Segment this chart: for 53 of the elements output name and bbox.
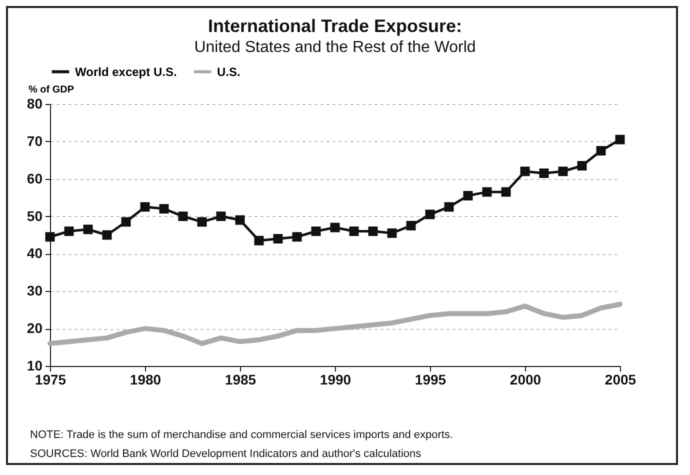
- point: [159, 204, 169, 214]
- point: [596, 146, 606, 156]
- point: [482, 187, 492, 197]
- point: [216, 212, 226, 222]
- point: [558, 166, 568, 176]
- y-tick-label: 70: [26, 132, 43, 149]
- legend-label: U.S.: [217, 64, 240, 79]
- point: [444, 202, 454, 212]
- y-tick-label: 40: [26, 245, 43, 262]
- y-tick-label: 50: [26, 208, 43, 224]
- x-tick-label: 2005: [604, 372, 636, 388]
- point: [425, 210, 435, 220]
- point: [387, 228, 397, 238]
- point: [197, 217, 207, 227]
- text: NOTE: Trade is the sum of merchandise and commercial services imports and exports.: [30, 428, 454, 443]
- point: [235, 215, 245, 225]
- point: [45, 232, 55, 242]
- point: [254, 236, 264, 246]
- point: [406, 220, 416, 230]
- point: [102, 230, 112, 240]
- point: [501, 187, 511, 197]
- y-tick-label: 80: [26, 96, 43, 112]
- x-tick-label: 1990: [320, 372, 352, 388]
- point: [368, 226, 378, 236]
- point: [615, 134, 625, 144]
- point: [64, 226, 74, 236]
- y-tick-label: 10: [26, 358, 43, 374]
- point: [121, 217, 131, 227]
- x-tick-label: 1995: [414, 372, 446, 388]
- point: [292, 232, 302, 242]
- y-tick-label: 60: [26, 170, 43, 186]
- point: [463, 190, 473, 200]
- point: [311, 226, 321, 236]
- point: [140, 202, 150, 212]
- point: [539, 168, 549, 178]
- point: [178, 212, 188, 222]
- x-tick-label: 1975: [34, 372, 66, 388]
- point: [83, 224, 93, 234]
- y-axis-title: % of GDP: [28, 84, 74, 96]
- x-tick-label: 2000: [510, 372, 542, 388]
- point: [330, 222, 340, 232]
- x-tick-label: 1980: [130, 372, 162, 388]
- point: [273, 234, 283, 244]
- chart-subtitle: United States and the Rest of the World: [194, 39, 476, 56]
- source-note: SOURCES: World Bank World Development Indicators and author's calculations: [30, 447, 422, 462]
- point: [520, 166, 530, 176]
- y-tick-label: 30: [26, 282, 43, 299]
- legend-label: World except U.S.: [75, 64, 177, 79]
- point: [577, 161, 587, 170]
- y-tick-label: 20: [26, 320, 43, 336]
- x-tick-label: 1985: [224, 372, 256, 388]
- chart-title: International Trade Exposure:: [208, 16, 462, 36]
- point: [349, 226, 359, 236]
